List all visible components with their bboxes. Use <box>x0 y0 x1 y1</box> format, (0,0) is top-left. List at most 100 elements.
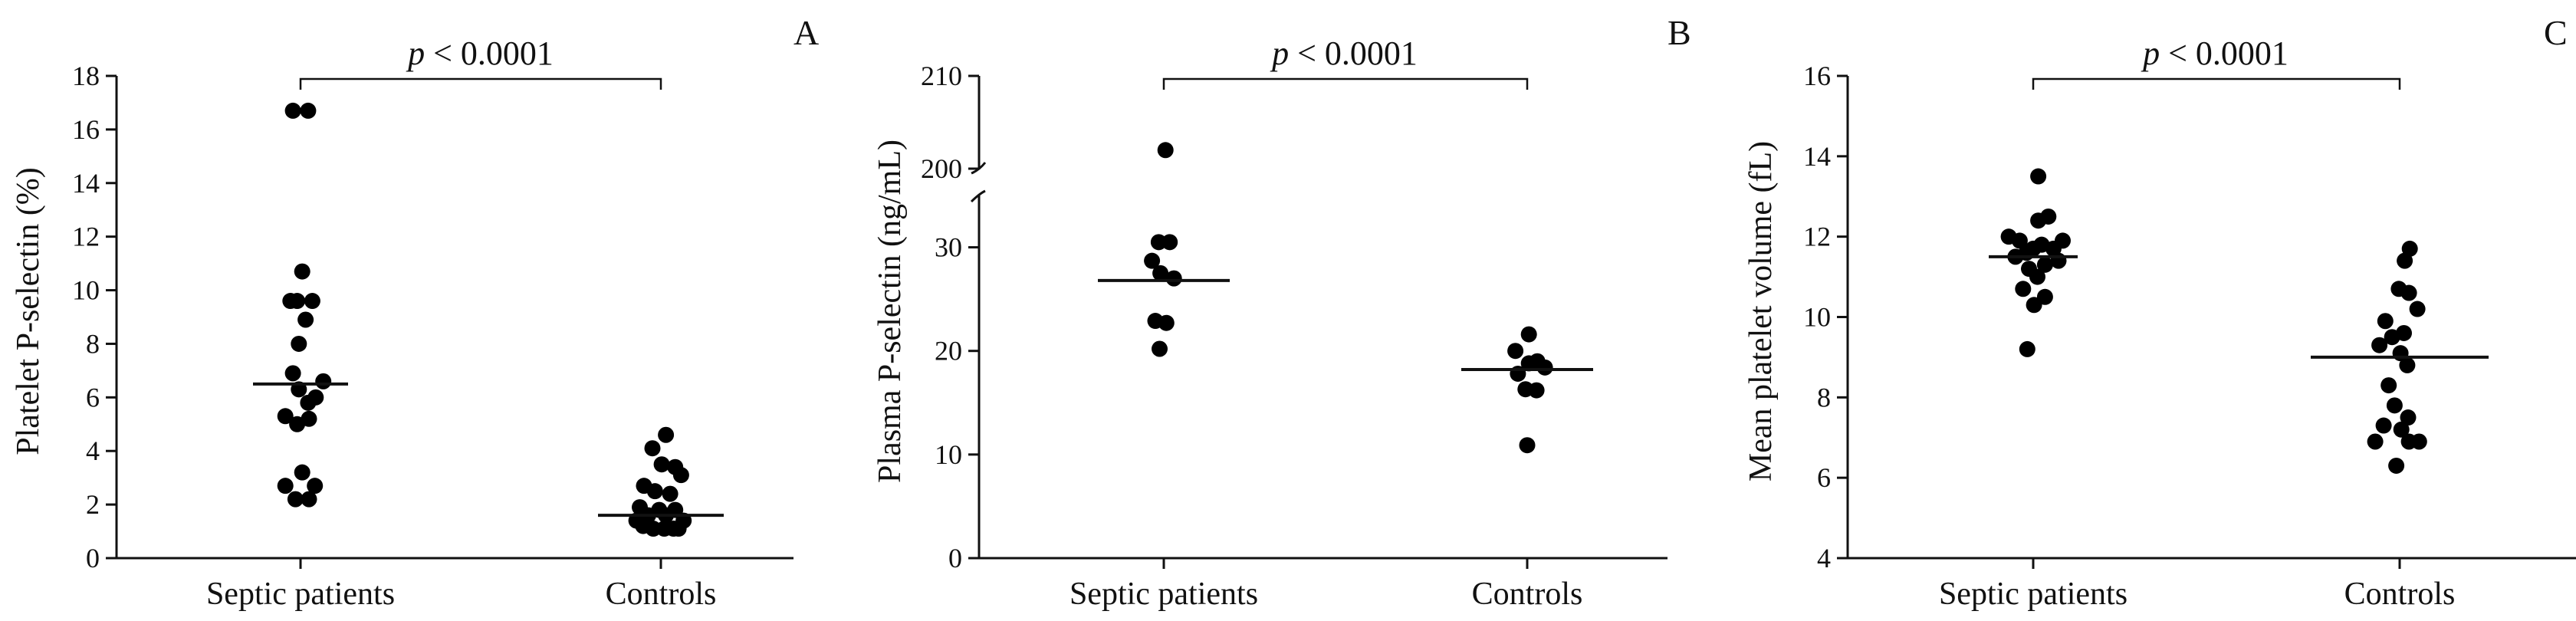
panel-c-y-tick-label: 4 <box>1817 543 1831 573</box>
panel-a-y-tick-label: 4 <box>86 435 100 466</box>
panel-a-data-point <box>315 373 332 389</box>
panel-c-data-point <box>2400 409 2417 426</box>
panel-b-data-point <box>1519 437 1536 454</box>
panel-b-category-label-septic: Septic patients <box>1070 577 1258 612</box>
panel-b-y-tick-label: 210 <box>921 61 962 91</box>
panel-c-letter: C <box>2544 13 2568 52</box>
panel-c-category-label-septic: Septic patients <box>1939 577 2128 612</box>
panel-b-axis-break-lower-mark <box>970 189 986 203</box>
panel-c-data-point <box>2011 232 2028 249</box>
panel-b-y-tick-label: 30 <box>935 232 962 263</box>
panel-b-data-point <box>1157 142 1174 159</box>
panel-c-data-point <box>2367 433 2384 450</box>
panel-c-data-point <box>2036 256 2053 273</box>
panel-c-data-point <box>2400 284 2417 301</box>
panel-a-y-tick-label: 6 <box>86 382 100 412</box>
panel-b-y-tick-label: 0 <box>948 543 962 573</box>
panel-c-data-point <box>2388 457 2405 474</box>
panel-c: Mean platelet volume (fL) 4 6 8 10 12 14 16 Se… <box>1743 13 2576 612</box>
panel-a-data-point <box>658 426 675 443</box>
panel-a-significance-bracket <box>299 77 662 90</box>
panel-a-significance-value: < 0.0001 <box>425 34 554 72</box>
panel-a-data-point <box>294 263 310 280</box>
panel-a-data-point <box>646 483 663 500</box>
panel-c-significance-bracket <box>2032 77 2401 90</box>
panel-b-data-point <box>1528 382 1545 399</box>
panel-b-plot-area: 0 10 20 30 200 210 <box>921 61 1668 573</box>
panel-c-data-point <box>2375 417 2392 434</box>
panel-b-data-point <box>1152 340 1168 357</box>
panel-b-data-point <box>1536 359 1553 376</box>
panel-c-data-point <box>2045 240 2062 257</box>
panel-a-y-tick-label: 0 <box>86 543 100 573</box>
panel-a-category-label-septic: Septic patients <box>206 577 395 612</box>
panel-c-y-tick-label: 12 <box>1803 222 1831 252</box>
panel-a-letter: A <box>794 13 819 52</box>
panel-a-plot-area: 0 2 4 6 8 10 12 14 16 18 <box>72 61 794 573</box>
panel-c-plot-area: 4 6 8 10 12 14 16 <box>1803 61 2576 573</box>
panel-b: Plasma P-selectin (ng/mL) 0102030200210 … <box>872 13 1691 612</box>
panel-a-y-tick-label: 18 <box>72 61 100 91</box>
panel-a-data-point <box>653 456 670 473</box>
panel-b-significance-value: < 0.0001 <box>1289 34 1418 72</box>
panel-a-y-tick-label: 12 <box>72 222 100 252</box>
panel-c-data-point <box>2030 212 2047 229</box>
panel-c-data-point <box>2384 329 2400 346</box>
panel-a-data-point <box>304 293 320 310</box>
panel-a-data-point <box>662 485 678 502</box>
panel-c-data-point <box>2371 337 2388 353</box>
panel-a-data-point <box>289 293 306 310</box>
panel-b-data-point <box>1165 270 1182 287</box>
panel-a-data-point <box>287 491 304 508</box>
panel-b-y-tick-label: 10 <box>935 439 962 470</box>
panel-a-data-point <box>672 467 689 484</box>
panel-c-significance-p: p <box>2141 34 2160 72</box>
panel-b-data-point <box>1507 343 1524 360</box>
panel-b-data-point <box>1158 314 1175 331</box>
panel-c-data-point <box>2015 281 2032 297</box>
panel-a-data-point <box>644 440 661 457</box>
panel-c-y-tick-label: 6 <box>1817 462 1831 493</box>
panel-b-letter: B <box>1668 13 1691 52</box>
panel-c-significance-value: < 0.0001 <box>2160 34 2288 72</box>
panel-a-significance-label: p < 0.0001 <box>406 34 554 72</box>
panel-a-data-point <box>291 335 307 352</box>
panel-a: Platelet P-selectin (%) 024681012141618 … <box>11 13 819 612</box>
panel-b-data-point <box>1152 264 1169 281</box>
panel-a-y-axis-title: Platelet P-selectin (%) <box>11 167 46 455</box>
panel-c-data-point <box>2409 301 2426 317</box>
panel-c-y-tick-label: 10 <box>1803 302 1831 333</box>
panel-a-data-point <box>301 491 317 508</box>
panel-b-y-tick-label: 200 <box>921 153 962 184</box>
panel-a-data-point <box>294 464 310 481</box>
panel-b-data-point <box>1520 326 1537 343</box>
panel-b-significance-p: p <box>1270 34 1289 72</box>
panel-b-category-label-controls: Controls <box>1472 577 1583 612</box>
panel-b-data-point <box>1144 252 1161 269</box>
panel-a-data-point <box>297 311 314 328</box>
panel-a-data-point <box>300 394 317 411</box>
panel-c-data-point <box>2380 377 2397 394</box>
panel-a-data-point <box>289 416 306 432</box>
panel-c-data-point <box>2030 168 2047 185</box>
panel-a-y-tick-label: 8 <box>86 328 100 359</box>
panel-b-significance-bracket <box>1162 77 1529 90</box>
panel-b-y-tick-label: 20 <box>935 336 962 366</box>
panel-c-data-point <box>2377 313 2394 330</box>
panel-a-y-tick-label: 16 <box>72 114 100 145</box>
panel-b-significance-label: p < 0.0001 <box>1270 34 1418 72</box>
panel-a-data-point <box>300 102 317 119</box>
panel-a-data-point <box>307 478 324 495</box>
panel-c-y-axis-title: Mean platelet volume (fL) <box>1743 141 1779 481</box>
panel-c-data-point <box>2019 340 2036 357</box>
panel-a-data-point <box>277 478 294 495</box>
panel-c-data-point <box>2399 356 2416 373</box>
panel-b-data-point <box>1162 234 1178 251</box>
panel-a-data-point <box>670 521 687 537</box>
panel-a-data-point <box>284 102 301 119</box>
panel-c-category-label-controls: Controls <box>2344 577 2456 612</box>
panel-a-data-point <box>277 408 294 425</box>
panel-c-data-point <box>2029 268 2045 285</box>
panel-c-y-tick-label: 16 <box>1803 61 1831 91</box>
